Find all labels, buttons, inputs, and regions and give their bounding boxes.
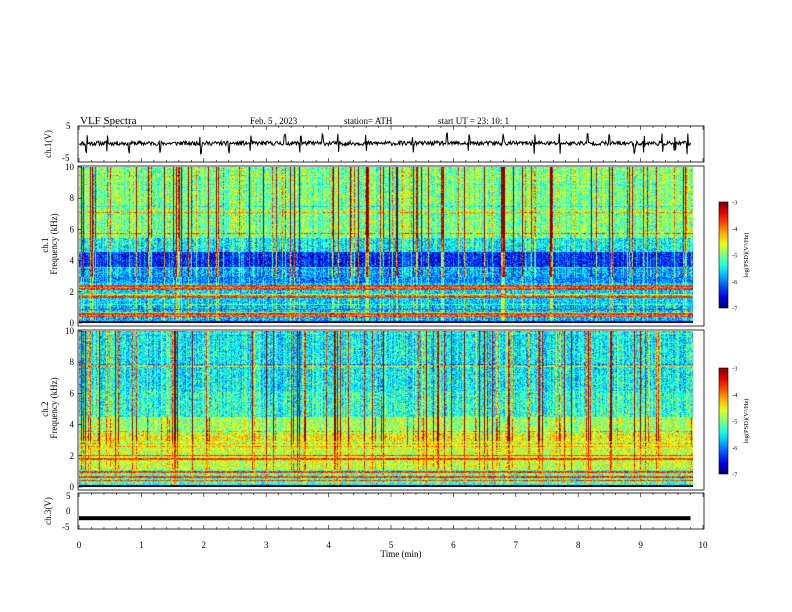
colorbar-tick-label: -3 bbox=[732, 366, 737, 373]
colorbar-tick-label: -5 bbox=[732, 419, 737, 426]
ch3-ytick-mid: 0 bbox=[66, 506, 71, 516]
ch3-waveform-line bbox=[79, 516, 691, 521]
colorbar-label: log(PSD)(V²/Hz) bbox=[743, 399, 750, 444]
freq-tick-label: 6 bbox=[70, 224, 75, 234]
ch1-colorbar: -3 -4 -5 -6 -7 log(PSD)(V²/Hz) bbox=[718, 200, 750, 313]
figure-title: VLF Spectra bbox=[80, 115, 137, 127]
freq-tick-label: 10 bbox=[65, 162, 75, 172]
date-label: Feb. 5 , 2023 bbox=[250, 116, 298, 126]
time-axis-tick-labels: 0 1 2 3 4 5 6 7 8 9 10 bbox=[77, 540, 708, 550]
colorbar-tick-label: -6 bbox=[732, 445, 738, 452]
ch1-spec-frame bbox=[77, 165, 705, 327]
colorbar-gradient bbox=[718, 201, 729, 309]
xtick-label: 4 bbox=[326, 540, 331, 550]
colorbar-tick-label: -4 bbox=[732, 226, 738, 233]
xtick-label: 5 bbox=[389, 540, 394, 550]
ch2-freq-ylabel-channel: ch.2 Frequency (kHz) bbox=[40, 377, 59, 438]
freq-tick-label: 0 bbox=[70, 482, 75, 492]
xtick-label: 8 bbox=[576, 540, 581, 550]
ch3-ytick-bottom: -5 bbox=[62, 522, 70, 532]
xtick-label: 0 bbox=[77, 540, 82, 550]
colorbar-label: log(PSD)(V²/Hz) bbox=[743, 233, 750, 278]
xtick-label: 2 bbox=[202, 540, 207, 550]
xtick-label: 7 bbox=[514, 540, 519, 550]
colorbar-tick-label: -7 bbox=[732, 306, 738, 313]
ch1-ylabel: ch.1(V) bbox=[43, 130, 53, 158]
ch3-xtick-marks bbox=[78, 493, 704, 529]
ch1-xtick-marks bbox=[78, 126, 704, 162]
ch3-panel-frame bbox=[77, 492, 705, 530]
freq-tick-label: 2 bbox=[70, 287, 75, 297]
xtick-label: 1 bbox=[139, 540, 144, 550]
freq-tick-label: 8 bbox=[70, 357, 75, 367]
xtick-label: 6 bbox=[451, 540, 456, 550]
station-label: station= ATH bbox=[344, 116, 393, 126]
colorbar-tick-label: -6 bbox=[732, 279, 738, 286]
ch3-waveform-panel: 5 0 -5 ch.3(V) 0 1 2 3 4 5 6 7 8 9 10 Time (min) bbox=[43, 491, 708, 559]
freq-tick-label: 4 bbox=[70, 420, 75, 430]
freq-tick-label: 8 bbox=[70, 193, 75, 203]
colorbar-gradient bbox=[718, 367, 729, 475]
freq-tick-label: 6 bbox=[70, 388, 75, 398]
ch2-colorbar: -3 -4 -5 -6 -7 log(PSD)(V²/Hz) bbox=[718, 366, 750, 479]
freq-tick-label: 10 bbox=[65, 326, 75, 336]
xtick-label: 10 bbox=[699, 540, 709, 550]
ch1-freq-ticks: 10 8 6 4 2 0 bbox=[65, 162, 82, 328]
freq-tick-label: 4 bbox=[70, 256, 75, 266]
ch1-spectrogram-image bbox=[79, 167, 693, 323]
freq-tick-label: 2 bbox=[70, 451, 75, 461]
xtick-label: 3 bbox=[264, 540, 269, 550]
ch1-ytick-bottom: -5 bbox=[62, 153, 70, 163]
ch3-ylabel: ch.3(V) bbox=[43, 497, 53, 525]
ch1-waveform-line bbox=[78, 132, 691, 155]
ch2-spec-frame bbox=[77, 329, 705, 491]
colorbar-tick-label: -5 bbox=[732, 253, 737, 260]
ch2-freq-ticks: 10 8 6 4 2 0 bbox=[65, 326, 82, 492]
ch2-spectrogram-panel: 10 8 6 4 2 0 ch.2 Frequency (kHz) -3 -4 -5 -6 -7 l… bbox=[40, 326, 750, 492]
ch2-spectrogram-image bbox=[79, 331, 693, 487]
start-time-label: start UT = 23: 10: 1 bbox=[438, 116, 509, 126]
ch3-ytick-top: 5 bbox=[66, 491, 71, 501]
colorbar-tick-label: -7 bbox=[732, 472, 738, 479]
colorbar-tick-label: -3 bbox=[732, 200, 737, 207]
time-axis-label: Time (min) bbox=[381, 549, 422, 559]
ch1-waveform-panel: 5 -5 ch.1(V) bbox=[43, 121, 705, 163]
ch1-spectrogram-panel: 10 8 6 4 2 0 ch.1 Frequency (kHz) -3 -4 -5 -6 -7 l… bbox=[40, 162, 750, 328]
ch1-freq-ylabel-channel: ch.1 Frequency (kHz) bbox=[40, 213, 59, 274]
xtick-label: 9 bbox=[638, 540, 643, 550]
colorbar-tick-label: -4 bbox=[732, 392, 738, 399]
ch1-ytick-top: 5 bbox=[66, 121, 71, 131]
freq-tick-label: 0 bbox=[70, 318, 75, 328]
